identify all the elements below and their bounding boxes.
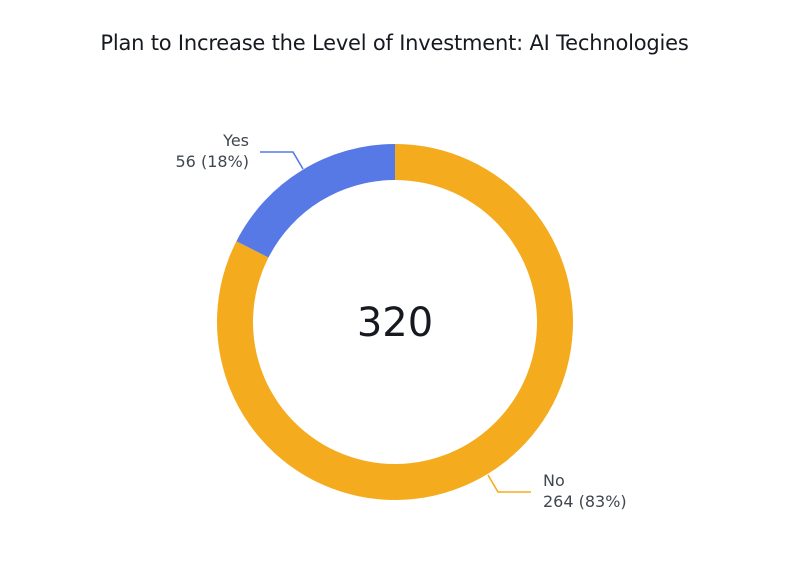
label-no-value: 264 (83%) xyxy=(543,492,627,511)
label-yes-value: 56 (18%) xyxy=(175,152,250,171)
label-no-name: No xyxy=(543,471,565,490)
slice-yes[interactable] xyxy=(236,144,395,258)
label-yes: Yes 56 (18%) xyxy=(176,130,250,172)
center-total: 320 xyxy=(356,300,434,346)
leader-line-yes xyxy=(260,151,304,170)
leader-line-no xyxy=(487,474,531,493)
label-no: No 264 (83%) xyxy=(543,470,627,512)
chart-title: Plan to Increase the Level of Investment… xyxy=(100,31,689,55)
label-yes-name: Yes xyxy=(223,131,249,150)
